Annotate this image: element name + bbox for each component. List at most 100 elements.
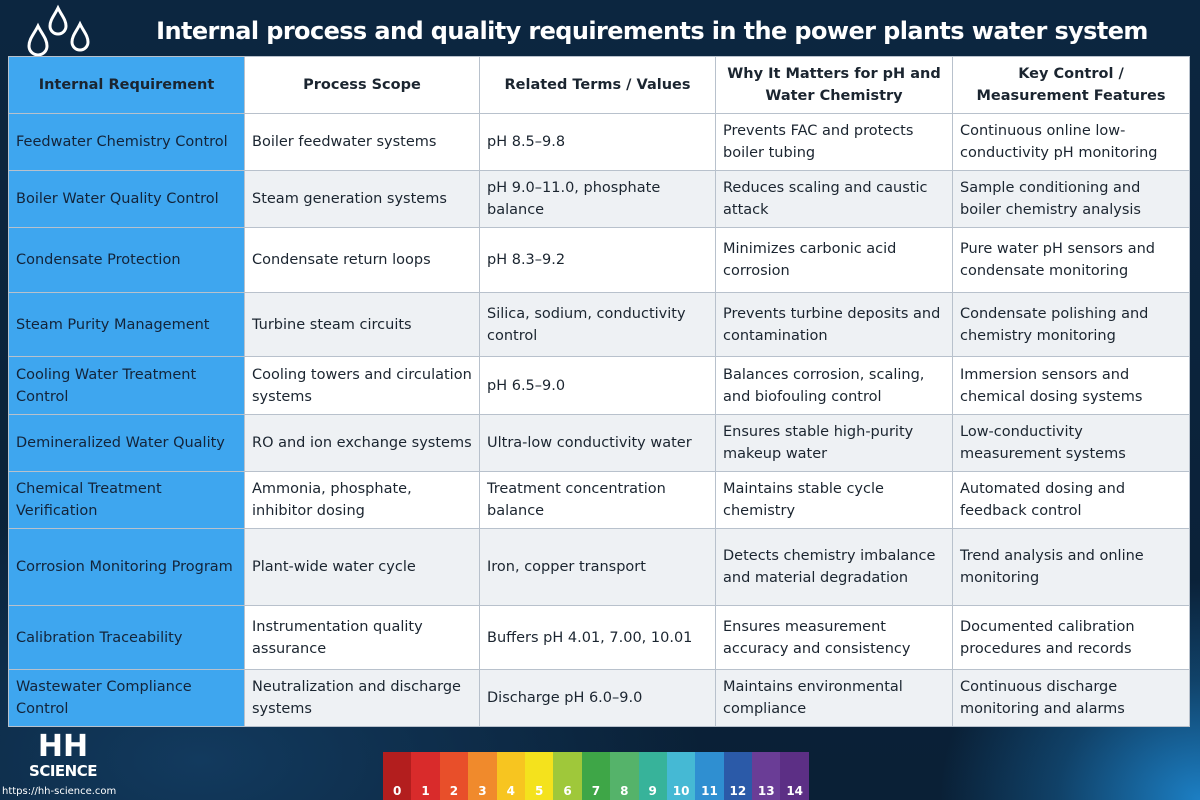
table-cell: Condensate polishing and chemistry monit…: [952, 292, 1190, 357]
table-header-row: Internal Requirement Process Scope Relat…: [8, 56, 1190, 114]
table-cell: Steam generation systems: [244, 170, 480, 228]
svg-text:SCIENCE: SCIENCE: [29, 762, 97, 780]
table-row: Chemical Treatment Verification Ammonia,…: [8, 471, 1190, 529]
table-cell: Instrumentation quality assurance: [244, 605, 480, 670]
ph-scale-segment: 11: [695, 752, 724, 800]
column-header: Related Terms / Values: [479, 56, 716, 114]
table-cell: Balances corrosion, scaling, and biofoul…: [715, 356, 953, 415]
table-cell: Maintains environmental compliance: [715, 669, 953, 727]
ph-scale-segment: 2: [439, 752, 469, 800]
table-cell: pH 9.0–11.0, phosphate balance: [479, 170, 716, 228]
svg-text:HH: HH: [38, 729, 88, 764]
table-cell: Continuous discharge monitoring and alar…: [952, 669, 1190, 727]
table-cell: Cooling towers and circulation systems: [244, 356, 480, 415]
requirements-table: Internal Requirement Process Scope Relat…: [8, 56, 1190, 727]
requirement-cell: Demineralized Water Quality: [8, 414, 245, 472]
ph-scale-label: 8: [620, 784, 629, 798]
ph-scale-segment: 0: [383, 752, 412, 800]
requirement-cell: Corrosion Monitoring Program: [8, 528, 245, 606]
table-cell: pH 6.5–9.0: [479, 356, 716, 415]
table-cell: Ultra-low conductivity water: [479, 414, 716, 472]
table-cell: Silica, sodium, conductivity control: [479, 292, 716, 357]
ph-scale-label: 2: [449, 784, 459, 798]
table-row: Corrosion Monitoring Program Plant-wide …: [8, 528, 1190, 606]
ph-scale-label: 5: [534, 784, 544, 798]
table-row: Boiler Water Quality Control Steam gener…: [8, 170, 1190, 228]
table-cell: Prevents FAC and protects boiler tubing: [715, 113, 953, 171]
table-cell: Documented calibration procedures and re…: [952, 605, 1190, 670]
ph-scale-segment: 10: [666, 752, 696, 800]
requirement-cell: Wastewater Compliance Control: [8, 669, 245, 727]
ph-scale-label: 6: [563, 784, 572, 798]
hh-science-logo: HH SCIENCE: [29, 729, 98, 780]
table-cell: Detects chemistry imbalance and material…: [715, 528, 953, 606]
requirement-cell: Condensate Protection: [8, 227, 245, 293]
column-header: Why It Matters for pH and Water Chemistr…: [715, 56, 953, 114]
table-cell: Low-conductivity measurement systems: [952, 414, 1190, 472]
column-header: Key Control / Measurement Features: [952, 56, 1190, 114]
requirement-cell: Feedwater Chemistry Control: [8, 113, 245, 171]
ph-scale-label: 4: [506, 784, 515, 798]
table-cell: Treatment concentration balance: [479, 471, 716, 529]
table-row: Demineralized Water Quality RO and ion e…: [8, 414, 1190, 472]
table-cell: Continuous online low-conductivity pH mo…: [952, 113, 1190, 171]
table-cell: Trend analysis and online monitoring: [952, 528, 1190, 606]
ph-scale-label: 13: [757, 784, 775, 798]
table-cell: Plant-wide water cycle: [244, 528, 480, 606]
table-row: Wastewater Compliance Control Neutraliza…: [8, 669, 1190, 727]
table-cell: Ammonia, phosphate, inhibitor dosing: [244, 471, 480, 529]
column-header: Internal Requirement: [8, 56, 245, 114]
table-cell: Condensate return loops: [244, 227, 480, 293]
table-cell: Iron, copper transport: [479, 528, 716, 606]
ph-scale-segment: 6: [553, 752, 582, 800]
ph-scale-label: 14: [786, 784, 804, 798]
ph-scale-segment: 13: [752, 752, 781, 800]
table-cell: pH 8.3–9.2: [479, 227, 716, 293]
table-cell: Boiler feedwater systems: [244, 113, 480, 171]
table-cell: Discharge pH 6.0–9.0: [479, 669, 716, 727]
ph-scale-label: 7: [591, 784, 601, 798]
table-cell: Pure water pH sensors and condensate mon…: [952, 227, 1190, 293]
ph-scale-segment: 14: [780, 752, 809, 800]
ph-scale-segment: 12: [723, 752, 753, 800]
requirement-cell: Chemical Treatment Verification: [8, 471, 245, 529]
table-row: Calibration Traceability Instrumentation…: [8, 605, 1190, 670]
table-cell: pH 8.5–9.8: [479, 113, 716, 171]
requirement-cell: Boiler Water Quality Control: [8, 170, 245, 228]
water-drops-icon: [27, 4, 90, 57]
table-cell: Sample conditioning and boiler chemistry…: [952, 170, 1190, 228]
table-cell: Buffers pH 4.01, 7.00, 10.01: [479, 605, 716, 670]
table-row: Condensate Protection Condensate return …: [8, 227, 1190, 293]
table-row: Steam Purity Management Turbine steam ci…: [8, 292, 1190, 357]
requirement-cell: Steam Purity Management: [8, 292, 245, 357]
ph-scale-segment: 3: [468, 752, 497, 800]
table-cell: Ensures stable high-purity makeup water: [715, 414, 953, 472]
ph-scale-label: 12: [729, 784, 747, 798]
ph-scale-segment: 1: [411, 752, 440, 800]
table-cell: Maintains stable cycle chemistry: [715, 471, 953, 529]
ph-scale-label: 10: [672, 784, 690, 798]
page-title: Internal process and quality requirement…: [156, 17, 1148, 45]
ph-scale-bar: 0 1 2 3 4 5 6 7 8 9 10 11 12 13 14: [383, 752, 809, 800]
ph-scale-label: 9: [648, 784, 657, 798]
ph-scale-segment: 8: [610, 752, 639, 800]
table-cell: Neutralization and discharge systems: [244, 669, 480, 727]
table-cell: Minimizes carbonic acid corrosion: [715, 227, 953, 293]
ph-scale-segment: 4: [496, 752, 525, 800]
table-cell: Immersion sensors and chemical dosing sy…: [952, 356, 1190, 415]
website-url: https://hh-science.com: [2, 786, 117, 797]
table-cell: Turbine steam circuits: [244, 292, 480, 357]
ph-scale-segment: 7: [581, 752, 611, 800]
requirement-cell: Cooling Water Treatment Control: [8, 356, 245, 415]
ph-scale-segment: 5: [524, 752, 554, 800]
table-cell: Ensures measurement accuracy and consist…: [715, 605, 953, 670]
table-cell: Reduces scaling and caustic attack: [715, 170, 953, 228]
table-cell: RO and ion exchange systems: [244, 414, 480, 472]
column-header: Process Scope: [244, 56, 480, 114]
table-cell: Automated dosing and feedback control: [952, 471, 1190, 529]
ph-scale-segment: 9: [638, 752, 667, 800]
table-row: Cooling Water Treatment Control Cooling …: [8, 356, 1190, 415]
table-cell: Prevents turbine deposits and contaminat…: [715, 292, 953, 357]
requirement-cell: Calibration Traceability: [8, 605, 245, 670]
ph-scale-label: 1: [421, 784, 430, 798]
